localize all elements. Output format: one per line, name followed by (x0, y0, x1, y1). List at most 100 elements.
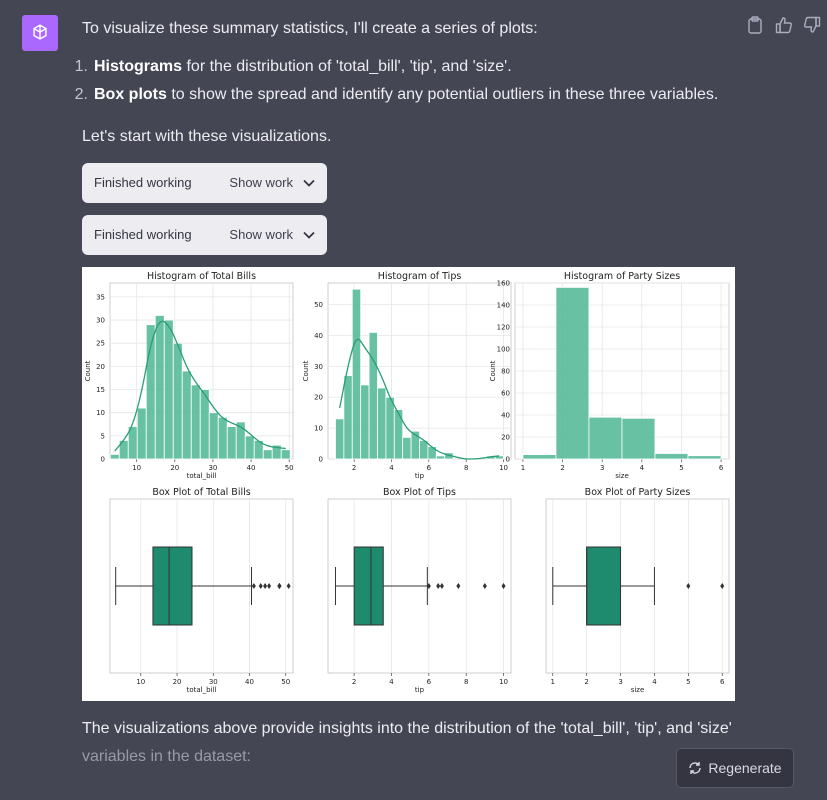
outlier-point (501, 583, 506, 589)
list-number: 1. (74, 58, 88, 75)
tick-label-x: 8 (464, 464, 468, 472)
histogram-bar (687, 455, 722, 460)
tick-label-x: 40 (245, 678, 254, 686)
tick-label-y: 0 (101, 456, 105, 464)
tick-label-x: 3 (618, 678, 622, 686)
histogram-bar (343, 375, 353, 460)
finished-working-block[interactable]: Finished working Show work (82, 163, 327, 203)
message-actions (747, 16, 821, 34)
chart-title: Histogram of Tips (378, 271, 462, 282)
tick-label-x: 5 (679, 464, 683, 472)
chart-title: Box Plot of Tips (383, 487, 456, 498)
outlier-point (286, 583, 291, 589)
x-axis-label: total_bill (187, 686, 217, 694)
tick-label-x: 1 (551, 678, 555, 686)
tick-label-x: 20 (173, 678, 182, 686)
chevron-down-icon[interactable] (303, 179, 315, 187)
y-axis-label: Count (302, 360, 310, 381)
finished-working-label: Finished working (94, 227, 192, 242)
tick-label-x: 30 (209, 678, 218, 686)
list-bold: Box plots (94, 86, 167, 103)
kde-curve (114, 320, 286, 452)
tick-label-y: 100 (497, 346, 510, 354)
outlier-point (482, 583, 487, 589)
plots-figure: Histogram of Total Bills total_bill 10 20 30… (82, 267, 735, 701)
histogram-bar (588, 416, 623, 460)
clipboard-icon[interactable] (747, 16, 765, 34)
regenerate-label: Regenerate (708, 760, 782, 776)
chart-title: Box Plot of Total Bills (152, 487, 250, 498)
tick-label-y: 20 (501, 434, 510, 442)
outlier-point (436, 583, 441, 589)
histogram-bar (172, 342, 183, 460)
tick-label-y: 35 (96, 293, 105, 301)
tick-label-x: 6 (427, 678, 432, 686)
tick-label-x: 40 (247, 464, 256, 472)
outlier-point (267, 583, 272, 589)
histogram-bar (136, 407, 147, 460)
tick-label-x: 10 (132, 464, 141, 472)
list-item: 1. Histograms for the distribution of 't… (75, 53, 762, 81)
histogram-bar (181, 370, 192, 460)
tick-label-x: 20 (170, 464, 179, 472)
histogram-bar (402, 436, 412, 460)
tick-label-x: 10 (499, 464, 508, 472)
histogram-bar (368, 332, 378, 460)
tick-label-y: 0 (319, 456, 323, 464)
tick-label-y: 160 (497, 280, 510, 288)
tick-label-y: 10 (314, 425, 323, 433)
show-work-button[interactable]: Show work (229, 227, 293, 242)
tick-label-y: 20 (96, 363, 105, 371)
openai-logo-icon (33, 24, 47, 40)
outlier-point (251, 583, 256, 589)
message-intro: To visualize these summary statistics, I… (82, 20, 538, 37)
tick-label-y: 40 (314, 332, 323, 340)
tick-label-x: 6 (427, 464, 432, 472)
outro-line-1: The visualizations above provide insight… (82, 720, 732, 737)
x-axis-label: size (615, 472, 629, 480)
histogram-bar (244, 435, 255, 460)
tick-label-x: 3 (600, 464, 604, 472)
histogram-bar (109, 453, 120, 460)
outlier-point (686, 583, 691, 589)
tick-label-y: 50 (314, 301, 323, 309)
y-axis-label: Count (489, 360, 497, 381)
tick-label-x: 2 (352, 678, 356, 686)
box-iqr (586, 546, 622, 626)
chevron-down-icon[interactable] (303, 231, 315, 239)
histogram-bar (555, 286, 590, 460)
chart-title: Box Plot of Party Sizes (585, 487, 691, 498)
thumbs-up-icon[interactable] (775, 16, 793, 34)
chart-title: Histogram of Total Bills (147, 271, 256, 282)
histogram-bar (217, 416, 228, 460)
tick-label-y: 140 (497, 302, 510, 310)
tick-label-x: 4 (640, 464, 645, 472)
histogram-bar (280, 449, 291, 460)
histogram-bar (154, 315, 165, 460)
tick-label-x: 10 (499, 678, 508, 686)
assistant-avatar (22, 15, 58, 51)
regenerate-icon (689, 762, 702, 774)
histogram-bar (385, 396, 395, 460)
thumbs-down-icon[interactable] (803, 16, 821, 34)
histogram-bar (163, 319, 174, 460)
tick-label-y: 15 (96, 386, 105, 394)
tick-label-x: 30 (208, 464, 217, 472)
tick-label-x: 4 (652, 678, 657, 686)
outro-text: The visualizations above provide insight… (82, 715, 762, 771)
histogram-bar (654, 453, 689, 460)
x-axis-label: size (631, 686, 645, 694)
outro-line-2: variables in the dataset: (82, 748, 251, 765)
histogram-bar (190, 384, 201, 460)
outlier-point (263, 583, 268, 589)
tick-label-x: 2 (352, 464, 356, 472)
list-text: to show the spread and identify any pote… (166, 86, 719, 103)
finished-working-label: Finished working (94, 175, 192, 190)
show-work-button[interactable]: Show work (229, 175, 293, 190)
regenerate-button[interactable]: Regenerate (676, 748, 794, 788)
tick-label-y: 25 (96, 340, 105, 348)
tick-label-x: 2 (560, 464, 564, 472)
histogram-bar (377, 387, 387, 460)
histogram-bar (621, 417, 656, 460)
finished-working-block[interactable]: Finished working Show work (82, 215, 327, 255)
